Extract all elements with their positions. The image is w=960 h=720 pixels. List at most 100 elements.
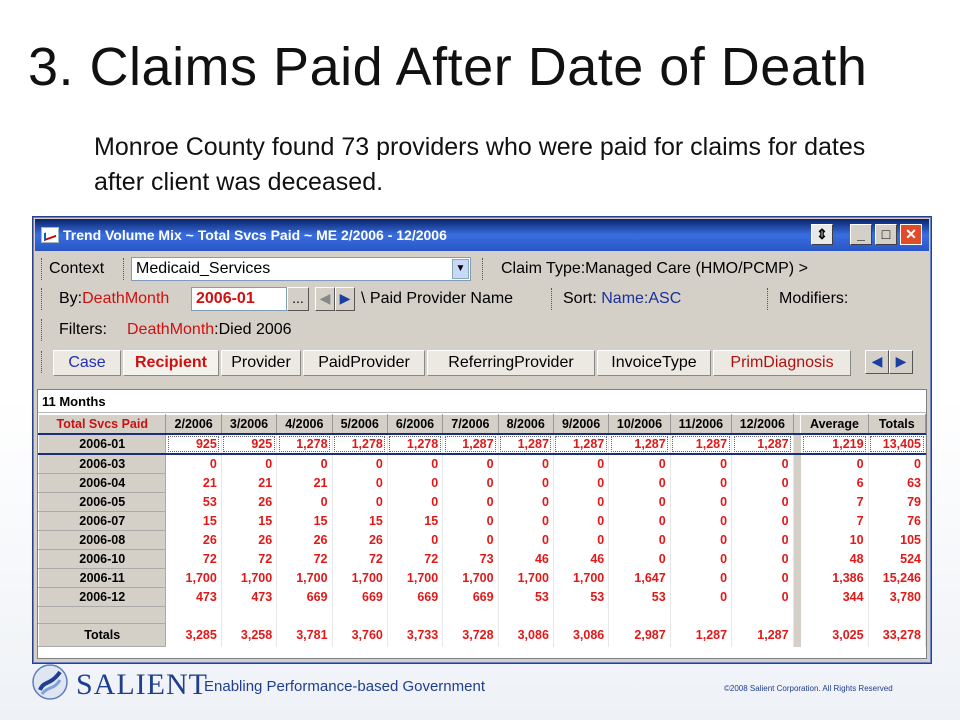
table-cell[interactable]: 53 (608, 587, 671, 607)
tab-scroll-right-icon[interactable]: ▶ (889, 350, 913, 374)
row-label[interactable]: 2006-04 (37, 473, 167, 493)
average-cell[interactable]: 7 (800, 492, 869, 512)
table-cell[interactable]: 0 (442, 530, 499, 550)
average-cell[interactable]: 344 (800, 587, 869, 607)
table-cell[interactable]: 0 (498, 530, 554, 550)
column-header[interactable]: 11/2006 (669, 414, 733, 435)
table-cell[interactable]: 1,287 (670, 623, 733, 647)
table-cell[interactable]: 1,700 (221, 568, 278, 588)
table-cell[interactable]: 0 (387, 454, 444, 474)
context-select[interactable]: Medicaid_Services ▼ (131, 257, 471, 281)
table-row[interactable]: 2006-07 15 15 15 15 15 0 0 0 0 0 0 7 76 (37, 511, 927, 531)
table-cell[interactable]: 0 (608, 530, 671, 550)
column-header[interactable]: 2/2006 (165, 414, 222, 435)
row-label[interactable]: 2006-11 (37, 568, 167, 588)
table-cell[interactable]: 0 (442, 511, 499, 531)
table-cell[interactable]: 1,287 (670, 433, 733, 455)
toolbar-grip[interactable] (41, 319, 45, 341)
average-cell[interactable]: 6 (800, 473, 869, 493)
table-cell[interactable]: 1,287 (731, 623, 794, 647)
table-cell[interactable]: 1,278 (276, 433, 333, 455)
row-label[interactable]: Totals (37, 623, 167, 647)
table-cell[interactable]: 0 (731, 568, 794, 588)
toolbar-grip[interactable] (123, 258, 127, 280)
total-cell[interactable]: 3,780 (868, 587, 927, 607)
sort-value[interactable]: Name:ASC (601, 290, 682, 307)
table-cell[interactable]: 0 (498, 511, 554, 531)
table-cell[interactable]: 53 (165, 492, 222, 512)
table-cell[interactable]: 0 (608, 492, 671, 512)
claim-type-label[interactable]: Claim Type:Managed Care (HMO/PCMP) > (501, 260, 808, 277)
average-cell[interactable]: 48 (800, 549, 869, 569)
average-cell[interactable]: 10 (800, 530, 869, 550)
table-cell[interactable]: 15 (332, 511, 388, 531)
total-cell[interactable]: 105 (868, 530, 927, 550)
table-cell[interactable]: 26 (221, 492, 278, 512)
table-cell[interactable]: 0 (332, 492, 388, 512)
total-cell[interactable]: 13,405 (868, 433, 927, 455)
row-label[interactable]: 2006-08 (37, 530, 167, 550)
table-cell[interactable]: 53 (498, 587, 554, 607)
table-row[interactable]: 2006-04 21 21 21 0 0 0 0 0 0 0 0 6 63 (37, 473, 927, 493)
minimize-button[interactable]: _ (850, 224, 872, 245)
table-cell[interactable]: 21 (276, 473, 333, 493)
table-cell[interactable]: 1,700 (332, 568, 388, 588)
row-label[interactable]: 2006-12 (37, 587, 167, 607)
table-cell[interactable]: 15 (276, 511, 333, 531)
table-cell[interactable]: 0 (670, 587, 733, 607)
table-cell[interactable]: 0 (670, 568, 733, 588)
table-cell[interactable]: 0 (332, 473, 388, 493)
average-cell[interactable]: 0 (800, 454, 869, 474)
tab-scroll-left-icon[interactable]: ◀ (865, 350, 889, 374)
table-cell[interactable]: 1,287 (442, 433, 499, 455)
table-cell[interactable]: 1,700 (498, 568, 554, 588)
row-label[interactable]: 2006-01 (37, 433, 167, 455)
chevron-down-icon[interactable]: ▼ (452, 259, 469, 279)
table-cell[interactable]: 669 (387, 587, 444, 607)
by-dimension[interactable]: DeathMonth (82, 290, 170, 307)
table-cell[interactable]: 72 (332, 549, 388, 569)
table-cell[interactable]: 0 (670, 549, 733, 569)
table-cell[interactable]: 0 (731, 587, 794, 607)
table-cell[interactable]: 1,700 (553, 568, 610, 588)
table-cell[interactable]: 925 (221, 433, 278, 455)
table-cell[interactable]: 1,647 (608, 568, 671, 588)
table-cell[interactable]: 0 (670, 473, 733, 493)
table-row[interactable]: 2006-10 72 72 72 72 72 73 46 46 0 0 0 48 524 (37, 549, 927, 569)
chevron-left-icon[interactable]: ◀ (315, 287, 335, 311)
average-cell[interactable]: 1,386 (800, 568, 869, 588)
table-cell[interactable]: 3,728 (442, 623, 499, 647)
table-cell[interactable]: 2,987 (608, 623, 671, 647)
table-cell[interactable]: 1,278 (332, 433, 388, 455)
table-row[interactable]: 2006-11 1,700 1,700 1,700 1,700 1,700 1,700 1,7… (37, 568, 927, 588)
average-cell[interactable]: 1,219 (800, 433, 869, 455)
row-label[interactable]: 2006-03 (37, 453, 167, 474)
table-cell[interactable]: 26 (165, 530, 222, 550)
table-cell[interactable]: 3,258 (221, 623, 278, 647)
total-cell[interactable]: 79 (868, 492, 927, 512)
table-cell[interactable]: 26 (221, 530, 278, 550)
table-cell[interactable]: 0 (608, 454, 671, 474)
table-cell[interactable]: 1,287 (553, 433, 610, 455)
row-label[interactable]: 2006-10 (37, 549, 167, 569)
column-header[interactable]: 4/2006 (276, 414, 333, 435)
window-titlebar[interactable]: Trend Volume Mix ~ Total Svcs Paid ~ ME … (35, 219, 929, 251)
tab-paidprovider[interactable]: PaidProvider (303, 350, 425, 376)
total-cell[interactable]: 524 (868, 549, 927, 569)
table-cell[interactable]: 0 (442, 454, 499, 474)
table-cell[interactable]: 0 (165, 454, 222, 474)
table-cell[interactable]: 1,287 (608, 433, 671, 455)
column-header[interactable]: Average (800, 414, 869, 435)
toolbar-grip[interactable] (41, 258, 45, 280)
column-header[interactable]: Totals (867, 414, 927, 435)
column-header[interactable]: 10/2006 (608, 414, 671, 435)
table-cell[interactable]: 53 (553, 587, 610, 607)
column-header[interactable]: 5/2006 (331, 414, 388, 435)
tab-case[interactable]: Case (53, 350, 121, 376)
table-cell[interactable]: 1,700 (442, 568, 499, 588)
table-cell[interactable]: 0 (553, 530, 610, 550)
total-cell[interactable]: 63 (868, 473, 927, 493)
table-cell[interactable]: 669 (276, 587, 333, 607)
table-cell[interactable]: 0 (553, 473, 610, 493)
column-header[interactable]: 7/2006 (442, 414, 499, 435)
